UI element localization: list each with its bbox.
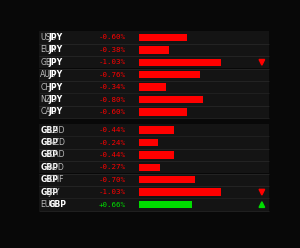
- Text: JPY: JPY: [48, 70, 63, 79]
- Text: EUR: EUR: [40, 45, 56, 54]
- Text: JPY: JPY: [48, 58, 63, 67]
- Bar: [39, 69, 269, 81]
- Bar: [39, 106, 269, 118]
- Text: -0.60%: -0.60%: [99, 109, 126, 115]
- Bar: [39, 199, 269, 211]
- Bar: [139, 164, 160, 171]
- Bar: [139, 126, 174, 134]
- Bar: [139, 96, 203, 103]
- Text: AUD: AUD: [40, 70, 57, 79]
- Bar: [39, 81, 269, 93]
- Text: JPY: JPY: [48, 83, 63, 92]
- Text: -1.03%: -1.03%: [99, 59, 126, 65]
- Bar: [139, 188, 221, 196]
- Bar: [139, 34, 187, 41]
- Text: GBP: GBP: [40, 163, 58, 172]
- Text: CAD: CAD: [40, 107, 57, 117]
- Text: AUD: AUD: [48, 163, 65, 172]
- Text: -0.80%: -0.80%: [99, 96, 126, 103]
- Text: JPY: JPY: [48, 188, 60, 197]
- Bar: [39, 124, 269, 136]
- Text: JPY: JPY: [48, 45, 63, 54]
- Bar: [39, 44, 269, 56]
- Bar: [139, 151, 174, 159]
- Bar: [139, 176, 195, 184]
- Bar: [39, 149, 269, 161]
- Text: -0.70%: -0.70%: [99, 177, 126, 183]
- Text: JPY: JPY: [48, 107, 63, 117]
- Text: GBP: GBP: [40, 175, 58, 184]
- Text: CAD: CAD: [48, 151, 65, 159]
- Text: -0.44%: -0.44%: [99, 152, 126, 158]
- Text: JPY: JPY: [48, 95, 63, 104]
- Bar: [39, 56, 269, 68]
- Text: GBP: GBP: [40, 125, 58, 135]
- Text: -0.34%: -0.34%: [99, 84, 126, 90]
- Bar: [139, 108, 187, 116]
- Text: JPY: JPY: [48, 33, 63, 42]
- Bar: [39, 136, 269, 149]
- Text: -0.60%: -0.60%: [99, 34, 126, 40]
- Text: GBP: GBP: [48, 200, 66, 209]
- Text: CHF: CHF: [48, 175, 64, 184]
- Text: GBP: GBP: [40, 138, 58, 147]
- Bar: [139, 59, 221, 66]
- Text: -0.38%: -0.38%: [99, 47, 126, 53]
- Text: NZD: NZD: [40, 95, 57, 104]
- Text: -0.27%: -0.27%: [99, 164, 126, 170]
- Bar: [139, 46, 169, 54]
- Polygon shape: [259, 189, 265, 195]
- Polygon shape: [259, 202, 265, 207]
- Bar: [39, 186, 269, 198]
- Bar: [139, 201, 191, 208]
- Text: NZD: NZD: [48, 138, 65, 147]
- Bar: [139, 71, 200, 78]
- Bar: [139, 83, 166, 91]
- Text: -1.03%: -1.03%: [99, 189, 126, 195]
- Bar: [39, 31, 269, 43]
- Text: GBP: GBP: [40, 58, 56, 67]
- Bar: [39, 93, 269, 106]
- Text: USD: USD: [40, 33, 57, 42]
- Polygon shape: [259, 60, 265, 65]
- Text: CHF: CHF: [40, 83, 56, 92]
- Bar: [139, 139, 158, 146]
- Text: GBP: GBP: [40, 151, 58, 159]
- Text: -0.44%: -0.44%: [99, 127, 126, 133]
- Text: EUR: EUR: [40, 200, 56, 209]
- Text: -0.76%: -0.76%: [99, 72, 126, 78]
- Text: GBP: GBP: [40, 188, 58, 197]
- Text: +0.66%: +0.66%: [99, 202, 126, 208]
- Text: USD: USD: [48, 125, 65, 135]
- Bar: [39, 161, 269, 173]
- Bar: [39, 174, 269, 186]
- Text: -0.24%: -0.24%: [99, 140, 126, 146]
